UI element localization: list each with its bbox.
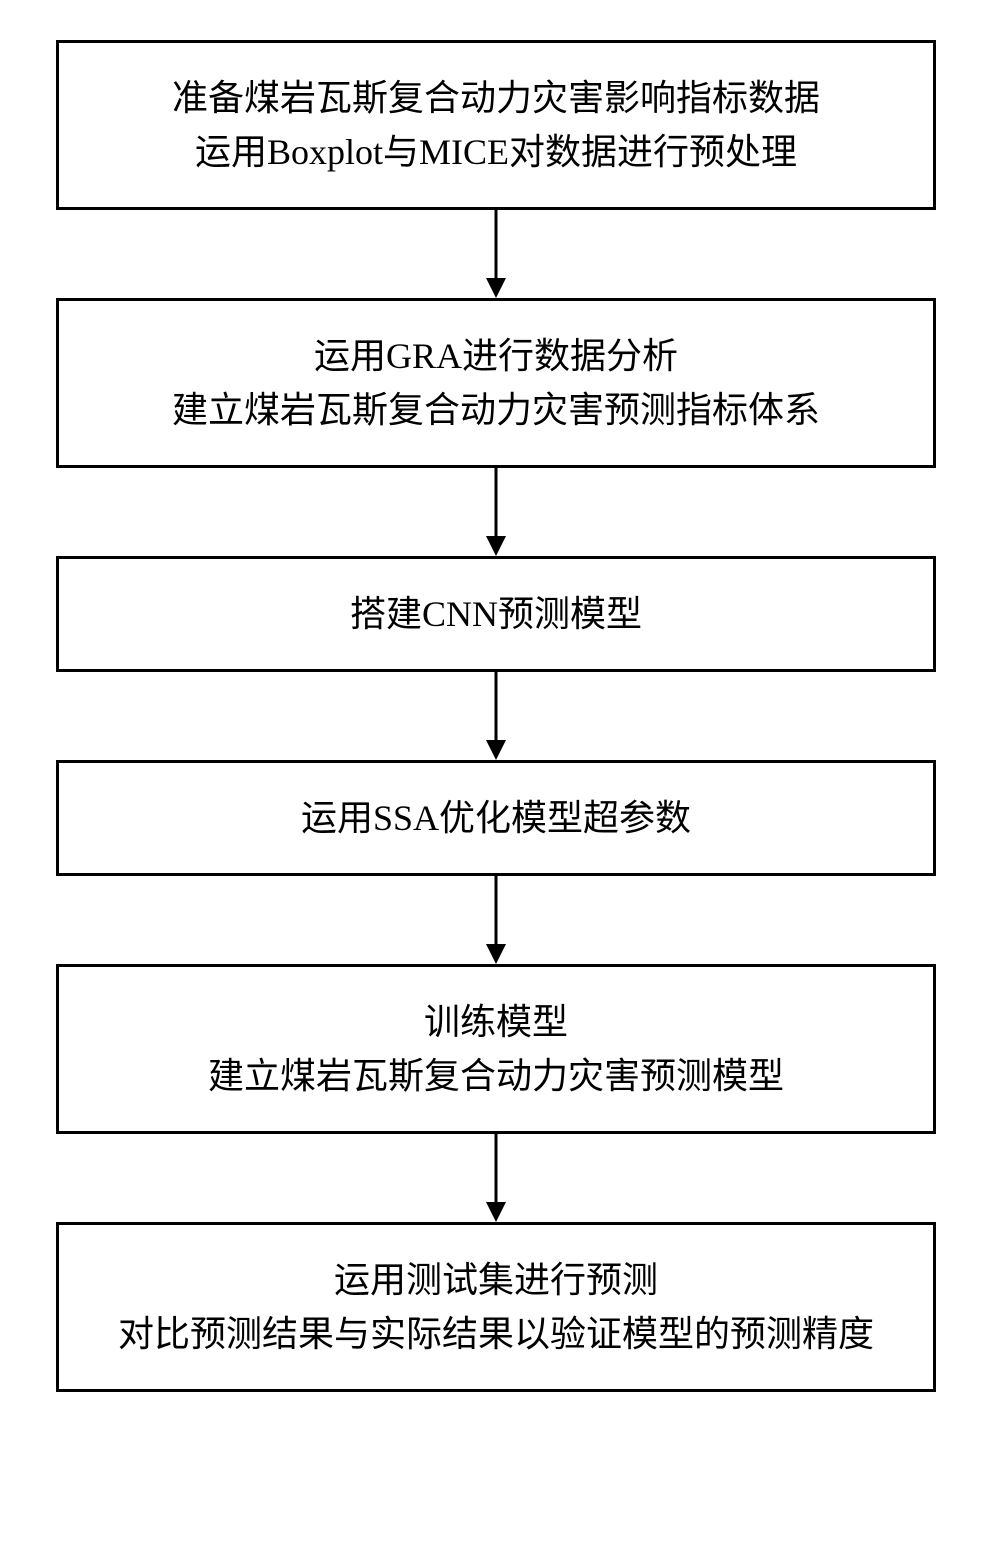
step-text: 对比预测结果与实际结果以验证模型的预测精度 [118,1307,874,1361]
step-text: 准备煤岩瓦斯复合动力灾害影响指标数据 [172,71,820,125]
flowchart-container: 准备煤岩瓦斯复合动力灾害影响指标数据 运用Boxplot与MICE对数据进行预处… [56,40,936,1392]
step-text: 训练模型 [424,995,568,1049]
step-text: 建立煤岩瓦斯复合动力灾害预测指标体系 [172,383,820,437]
step-text: 运用SSA优化模型超参数 [301,791,691,845]
flowchart-step-6: 运用测试集进行预测 对比预测结果与实际结果以验证模型的预测精度 [56,1222,936,1392]
flowchart-step-5: 训练模型 建立煤岩瓦斯复合动力灾害预测模型 [56,964,936,1134]
flowchart-step-4: 运用SSA优化模型超参数 [56,760,936,876]
arrow-icon [481,1134,511,1222]
flowchart-step-2: 运用GRA进行数据分析 建立煤岩瓦斯复合动力灾害预测指标体系 [56,298,936,468]
step-text: 建立煤岩瓦斯复合动力灾害预测模型 [208,1049,784,1103]
arrow-icon [481,468,511,556]
arrow-icon [481,876,511,964]
step-text: 运用测试集进行预测 [334,1253,658,1307]
flowchart-step-1: 准备煤岩瓦斯复合动力灾害影响指标数据 运用Boxplot与MICE对数据进行预处… [56,40,936,210]
flowchart-step-3: 搭建CNN预测模型 [56,556,936,672]
step-text: 运用Boxplot与MICE对数据进行预处理 [195,125,797,179]
step-text: 运用GRA进行数据分析 [314,329,678,383]
arrow-icon [481,672,511,760]
step-text: 搭建CNN预测模型 [350,587,642,641]
arrow-icon [481,210,511,298]
